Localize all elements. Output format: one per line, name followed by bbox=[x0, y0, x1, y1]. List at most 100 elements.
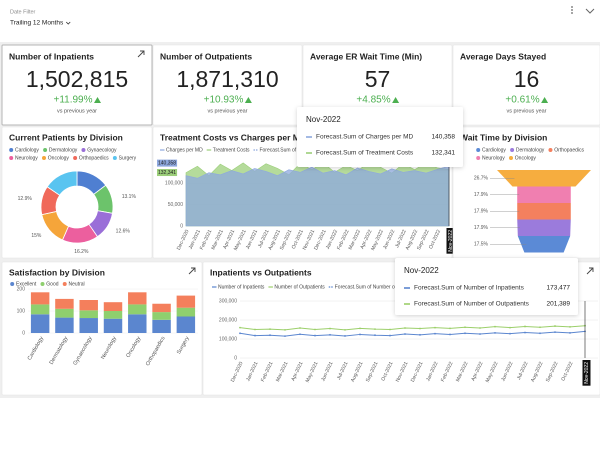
line-point bbox=[524, 331, 526, 334]
bar-segment bbox=[30, 304, 50, 315]
funnel-segment bbox=[517, 219, 571, 236]
legend-marker bbox=[508, 156, 513, 160]
line-point bbox=[404, 327, 406, 329]
legend-label: Surgery bbox=[119, 155, 137, 161]
line-point bbox=[434, 332, 436, 335]
legend-label: Cardiology bbox=[482, 147, 506, 153]
line-point bbox=[494, 325, 496, 328]
y-tick-label: 100,000 bbox=[219, 336, 237, 342]
bar-segment bbox=[79, 310, 98, 319]
legend-label: Orthopaedics bbox=[79, 155, 109, 161]
highlight-badge bbox=[582, 360, 591, 386]
up-arrow bbox=[392, 97, 400, 103]
y-tick-label: 300,000 bbox=[219, 298, 237, 304]
tooltip-value: 132,341 bbox=[432, 150, 456, 157]
bar-segment bbox=[152, 319, 171, 333]
expand-icon[interactable] bbox=[137, 50, 145, 58]
axis-badge-label: 140,358 bbox=[158, 160, 176, 166]
kpi-title: Number of Outpatients bbox=[160, 51, 252, 61]
kpi-value: 1,502,815 bbox=[26, 66, 128, 92]
funnel-segment bbox=[517, 203, 571, 220]
legend-label: Dermatology bbox=[516, 147, 545, 153]
tooltip-value: 201,389 bbox=[547, 301, 571, 308]
tooltip-label: Forecast.Sum of Charges per MD bbox=[316, 134, 413, 141]
bar-segment bbox=[30, 314, 50, 333]
line-point bbox=[569, 332, 571, 334]
legend-label: Neurology bbox=[482, 155, 505, 161]
tooltip bbox=[297, 107, 463, 167]
kpi-value: 1,871,310 bbox=[176, 66, 278, 92]
kpi-value: 16 bbox=[514, 66, 540, 92]
bar-segment bbox=[55, 317, 74, 333]
data-label: 16.2% bbox=[74, 249, 89, 255]
legend-marker bbox=[112, 156, 117, 160]
menu-dot bbox=[571, 6, 573, 8]
legend-marker bbox=[9, 156, 14, 160]
kpi-title: Average ER Wait Time (Min) bbox=[310, 51, 422, 61]
bar-segment bbox=[103, 318, 123, 333]
line-point bbox=[509, 326, 511, 329]
bar-segment bbox=[152, 312, 171, 320]
legend-marker bbox=[81, 148, 86, 152]
data-label: 15% bbox=[31, 233, 42, 239]
line-point bbox=[569, 325, 571, 328]
line-point bbox=[389, 328, 391, 331]
highlight-badge bbox=[446, 228, 455, 254]
bar-segment bbox=[176, 295, 196, 308]
legend-marker bbox=[548, 148, 553, 152]
menu-icon[interactable] bbox=[571, 6, 573, 14]
legend-marker bbox=[10, 282, 15, 286]
line-point bbox=[329, 333, 331, 336]
x-tick-label: Nov-2022 bbox=[448, 230, 454, 252]
legend-marker bbox=[510, 148, 515, 152]
kpi-change: +4.85% bbox=[356, 95, 390, 106]
line-point bbox=[494, 332, 496, 334]
bar-segment bbox=[30, 292, 50, 305]
line-point bbox=[254, 328, 256, 331]
line-point bbox=[479, 333, 481, 335]
tooltip-label: Forecast.Sum of Number of Outpatients bbox=[414, 301, 530, 308]
tooltip-title: Nov-2022 bbox=[306, 115, 341, 124]
line-point bbox=[419, 327, 421, 330]
bar-segment bbox=[128, 314, 147, 333]
line-point bbox=[419, 333, 421, 336]
expand-icon[interactable] bbox=[586, 267, 594, 275]
dropdown-icon[interactable] bbox=[65, 21, 71, 25]
kpi-note: vs previous year bbox=[506, 108, 546, 114]
axis-badge bbox=[157, 169, 178, 177]
line-point bbox=[389, 334, 391, 337]
legend-label: Neutral bbox=[69, 281, 85, 287]
kpi-title: Average Days Stayed bbox=[460, 51, 546, 61]
kpi-change: +0.61% bbox=[505, 95, 539, 106]
y-tick-label: 0 bbox=[22, 330, 25, 336]
legend-marker bbox=[476, 156, 481, 160]
panel bbox=[1, 261, 203, 396]
data-label: 17.9% bbox=[474, 192, 489, 198]
legend-marker bbox=[62, 282, 67, 286]
filter-value[interactable]: Trailing 12 Months bbox=[10, 20, 64, 27]
legend-label: Neurology bbox=[15, 155, 38, 161]
line-point bbox=[314, 334, 316, 337]
line-point bbox=[464, 326, 466, 329]
line-point bbox=[404, 333, 406, 335]
expand-icon[interactable] bbox=[188, 267, 196, 275]
menu-dot bbox=[571, 9, 573, 11]
tooltip bbox=[395, 258, 578, 315]
chart-title: Current Patients by Division bbox=[9, 132, 123, 142]
bar-segment bbox=[103, 311, 123, 319]
legend-label: Dermatology bbox=[49, 147, 78, 153]
legend-marker bbox=[43, 148, 48, 152]
kpi-change: +10.93% bbox=[204, 95, 244, 106]
kpi-change: +11.99% bbox=[53, 95, 92, 106]
tooltip-value: 140,358 bbox=[432, 134, 456, 141]
collapse-icon[interactable] bbox=[585, 8, 595, 14]
legend-label: Charges per MD bbox=[166, 147, 203, 153]
bar-segment bbox=[176, 316, 196, 333]
menu-dot bbox=[571, 12, 573, 14]
bar-segment bbox=[55, 298, 74, 309]
legend-label: Oncology bbox=[515, 155, 537, 161]
bar-segment bbox=[176, 307, 196, 317]
up-arrow bbox=[94, 97, 102, 103]
line-point bbox=[449, 327, 451, 330]
line-point bbox=[299, 333, 301, 336]
